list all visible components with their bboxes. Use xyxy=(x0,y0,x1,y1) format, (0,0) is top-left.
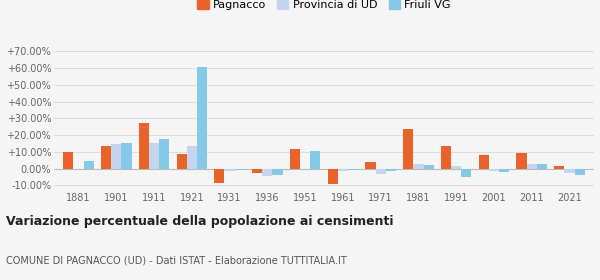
Bar xyxy=(537,164,547,169)
Bar xyxy=(461,169,472,177)
Bar xyxy=(413,164,424,169)
Bar xyxy=(197,67,207,169)
Bar xyxy=(386,169,396,171)
Bar xyxy=(159,139,169,169)
Bar xyxy=(272,169,283,175)
Bar xyxy=(187,146,197,169)
Bar xyxy=(441,146,451,169)
Bar xyxy=(111,144,121,169)
Bar xyxy=(424,165,434,169)
Bar xyxy=(565,169,575,173)
Bar xyxy=(235,169,245,170)
Bar xyxy=(527,164,537,169)
Bar xyxy=(376,169,386,174)
Bar xyxy=(554,166,565,169)
Bar xyxy=(365,162,376,169)
Bar xyxy=(83,161,94,169)
Bar xyxy=(328,169,338,184)
Bar xyxy=(290,149,300,169)
Bar xyxy=(499,169,509,172)
Bar xyxy=(517,153,527,169)
Bar xyxy=(252,169,262,173)
Bar xyxy=(63,152,73,169)
Bar xyxy=(224,169,235,171)
Bar xyxy=(121,143,131,169)
Bar xyxy=(262,169,272,176)
Bar xyxy=(575,169,585,174)
Bar xyxy=(489,169,499,171)
Bar xyxy=(214,169,224,183)
Bar xyxy=(338,169,348,171)
Text: Variazione percentuale della popolazione ai censimenti: Variazione percentuale della popolazione… xyxy=(6,215,394,228)
Bar xyxy=(176,154,187,169)
Bar xyxy=(310,151,320,169)
Bar xyxy=(149,143,159,169)
Bar xyxy=(451,166,461,169)
Bar xyxy=(479,155,489,169)
Text: COMUNE DI PAGNACCO (UD) - Dati ISTAT - Elaborazione TUTTITALIA.IT: COMUNE DI PAGNACCO (UD) - Dati ISTAT - E… xyxy=(6,255,347,265)
Legend: Pagnacco, Provincia di UD, Friuli VG: Pagnacco, Provincia di UD, Friuli VG xyxy=(193,0,455,14)
Bar xyxy=(139,123,149,169)
Bar xyxy=(348,169,358,170)
Bar xyxy=(403,129,413,169)
Bar xyxy=(101,146,111,169)
